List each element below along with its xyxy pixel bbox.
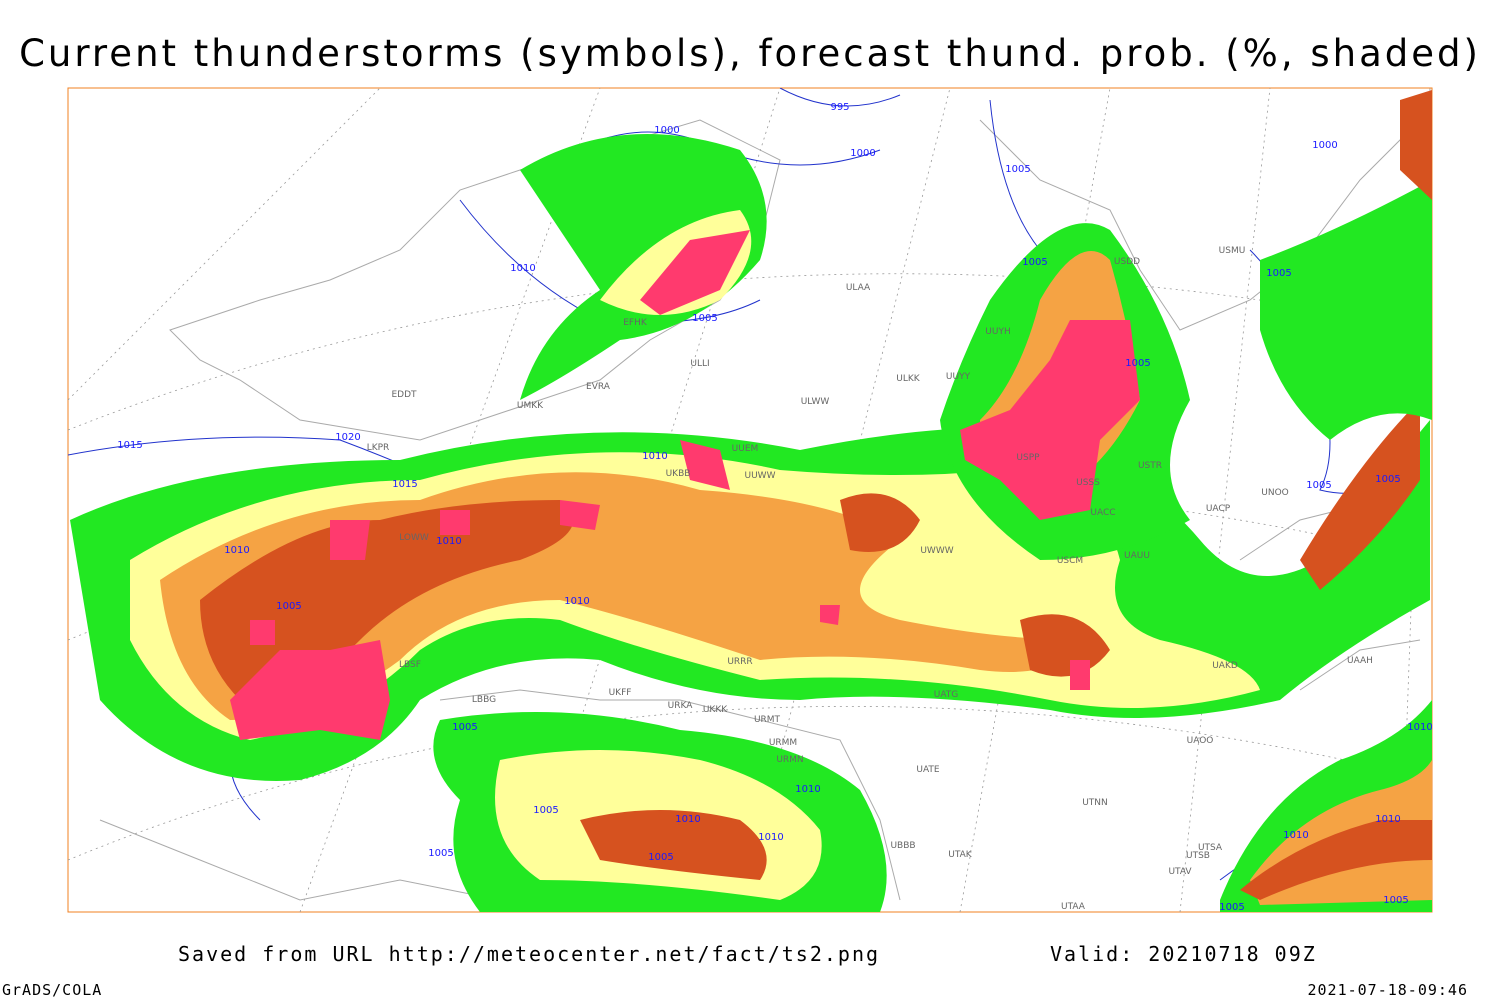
station-label: LBSF (399, 660, 421, 670)
station-label: USCM (1057, 556, 1083, 566)
station-label: URKA (668, 701, 694, 711)
probability-shading (70, 90, 1432, 912)
station-label: ULAA (846, 283, 871, 293)
isobar-label: 1005 (1306, 480, 1331, 491)
station-label: UTAK (948, 850, 973, 860)
station-label: UTAA (1061, 902, 1086, 912)
isobar-label: 1010 (1375, 814, 1400, 825)
station-label: UATE (916, 765, 940, 775)
station-label: LOWW (399, 533, 429, 543)
timestamp: 2021-07-18-09:46 (1308, 981, 1469, 999)
isobar-label: 1010 (1283, 830, 1308, 841)
station-label: UUEM (732, 444, 759, 454)
station-label: UACP (1206, 504, 1231, 514)
station-label: UATG (934, 690, 959, 700)
station-label: URMM (769, 738, 797, 748)
station-label: ULKK (896, 374, 921, 384)
station-label: LBBG (472, 695, 496, 705)
isobar-label: 1005 (428, 848, 453, 859)
station-label: UAUU (1124, 551, 1150, 561)
isobar-label: 1010 (1407, 722, 1432, 733)
isobar-label: 1010 (436, 536, 461, 547)
isobar-label: 1010 (795, 784, 820, 795)
isobar-label: 1010 (510, 263, 535, 274)
station-label: UNOO (1261, 488, 1289, 498)
isobar-label: 1010 (564, 596, 589, 607)
isobar-label: 1010 (675, 814, 700, 825)
isobar-label: 1005 (1383, 895, 1408, 906)
map-content: 995 1000 1000 1005 1010 1005 1005 1005 1000 1015 1… (68, 88, 1432, 913)
isobar-label: 1005 (648, 852, 673, 863)
station-label: UUYH (985, 327, 1010, 337)
station-label: UTNN (1082, 798, 1108, 808)
isobar-label: 1005 (1219, 902, 1244, 913)
valid-time: Valid: 20210718 09Z (1050, 942, 1317, 966)
isobar-label: 1005 (1375, 474, 1400, 485)
station-label: USDD (1114, 257, 1140, 267)
isobar-label: 1005 (1266, 268, 1291, 279)
station-label: USSS (1076, 478, 1100, 488)
isobar-label: 1005 (533, 805, 558, 816)
isobar-label: 1000 (654, 125, 679, 136)
isobar-label: 995 (830, 102, 849, 113)
station-label: UKKK (703, 705, 728, 715)
station-label: UTSA (1198, 843, 1223, 853)
station-label: UBBB (890, 841, 915, 851)
isobar-label: 1005 (692, 313, 717, 324)
station-label: UTAV (1168, 867, 1192, 877)
station-label: UKFF (609, 688, 632, 698)
software-credit: GrADS/COLA (2, 981, 102, 999)
isobar-label: 1005 (276, 601, 301, 612)
isobar-label: 1005 (452, 722, 477, 733)
station-label: ULWW (801, 397, 830, 407)
station-label: UAAH (1347, 656, 1373, 666)
isobar-label: 1010 (224, 545, 249, 556)
station-label: UUYY (946, 372, 971, 382)
station-label: UKBB (666, 469, 691, 479)
station-label: UAKD (1212, 661, 1238, 671)
isobar-label: 1010 (758, 832, 783, 843)
isobar-label: 1015 (392, 479, 417, 490)
station-label: UTSB (1186, 851, 1210, 861)
station-label: EDDT (391, 390, 417, 400)
isobar-label: 1010 (642, 451, 667, 462)
station-label: UAOO (1187, 736, 1214, 746)
station-labels: EFHK EVRA UMKK EDDT LKPR LOWW UKBB UUWW UWWW ULAA… (367, 246, 1373, 912)
isobar-label: 1000 (850, 148, 875, 159)
isobar-label: 1005 (1125, 358, 1150, 369)
station-label: USPP (1016, 453, 1040, 463)
station-label: EVRA (586, 382, 611, 392)
station-label: URMT (754, 715, 781, 725)
station-label: EFHK (623, 318, 648, 328)
isobar-label: 1000 (1312, 140, 1337, 151)
station-label: UWWW (920, 546, 953, 556)
isobar-labels: 995 1000 1000 1005 1010 1005 1005 1005 1000 1015 1… (117, 102, 1432, 913)
station-label: ULLI (690, 359, 709, 369)
station-label: USMU (1219, 246, 1246, 256)
station-label: URMN (776, 755, 803, 765)
map-title: Current thunderstorms (symbols), forecas… (19, 32, 1481, 75)
station-label: UUWW (745, 471, 776, 481)
source-url: Saved from URL http://meteocenter.net/fa… (178, 942, 880, 966)
isobar-label: 1005 (1005, 164, 1030, 175)
isobar-label: 1005 (1022, 257, 1047, 268)
station-label: UMKK (517, 401, 544, 411)
isobar-label: 1015 (117, 440, 142, 451)
station-label: UACC (1090, 508, 1115, 518)
station-label: URRR (727, 657, 752, 667)
station-label: USTR (1138, 461, 1162, 471)
isobar-label: 1020 (335, 432, 360, 443)
station-label: LKPR (367, 443, 390, 453)
